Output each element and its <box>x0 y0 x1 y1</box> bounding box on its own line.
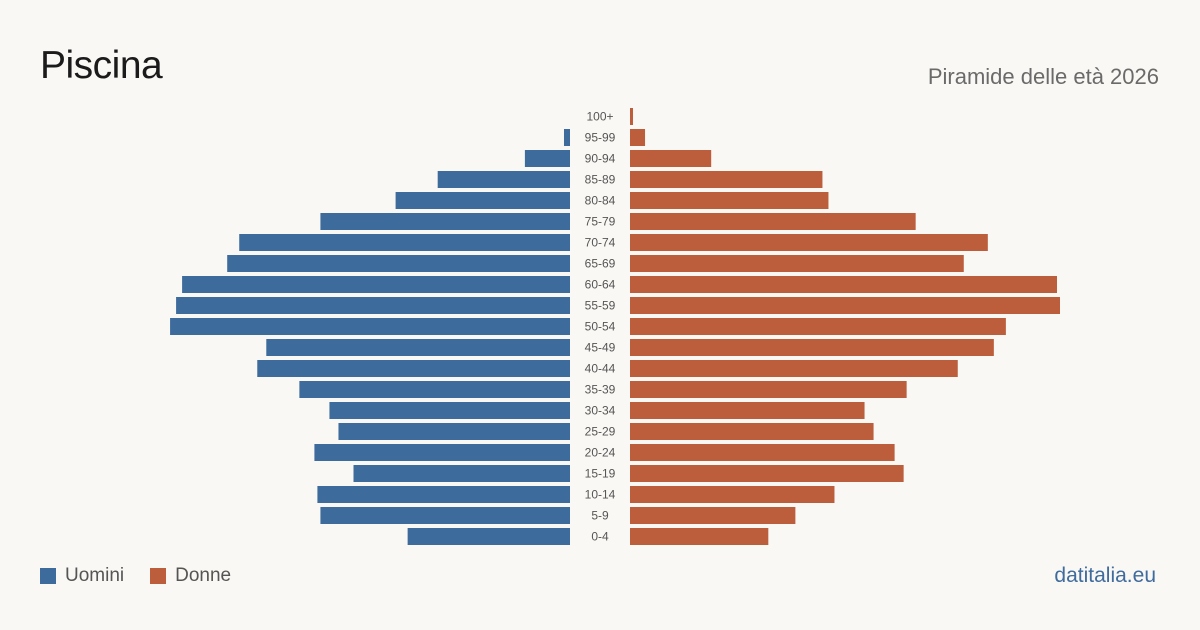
bar-men-40-44 <box>257 360 570 377</box>
age-label-50-54: 50-54 <box>585 320 616 334</box>
bar-women-5-9 <box>630 507 796 524</box>
bar-men-30-34 <box>329 402 570 419</box>
age-label-10-14: 10-14 <box>585 488 616 502</box>
bar-women-95-99 <box>630 129 646 146</box>
bar-women-25-29 <box>630 423 874 440</box>
age-label-15-19: 15-19 <box>585 467 616 481</box>
bar-women-10-14 <box>630 486 835 503</box>
age-labels-group: 100+ 95-99 90-94 85-89 80-84 75-79 70-74 65-69 6… <box>585 110 616 544</box>
age-label-0-4: 0-4 <box>591 530 609 544</box>
legend-item-men: Uomini <box>40 565 124 587</box>
bar-women-30-34 <box>630 402 865 419</box>
bar-women-55-59 <box>630 297 1060 314</box>
age-label-25-29: 25-29 <box>585 425 616 439</box>
bar-women-100+ <box>630 108 634 125</box>
legend-swatch-women <box>150 568 167 584</box>
legend-label-women: Donne <box>175 565 232 586</box>
bar-men-60-64 <box>182 276 570 293</box>
bar-women-80-84 <box>630 192 829 209</box>
age-label-100+: 100+ <box>586 110 613 124</box>
bar-women-50-54 <box>630 318 1006 335</box>
bar-women-40-44 <box>630 360 958 377</box>
bar-women-75-79 <box>630 213 916 230</box>
bar-men-85-89 <box>437 171 570 188</box>
bar-women-0-4 <box>630 528 769 545</box>
age-label-40-44: 40-44 <box>585 362 616 376</box>
bar-women-70-74 <box>630 234 988 251</box>
age-label-60-64: 60-64 <box>585 278 616 292</box>
bar-men-95-99 <box>563 129 570 146</box>
age-label-90-94: 90-94 <box>585 152 616 166</box>
age-label-5-9: 5-9 <box>591 509 609 523</box>
bar-men-50-54 <box>170 318 570 335</box>
men-bars-group <box>170 129 570 545</box>
bar-men-15-19 <box>353 465 570 482</box>
bar-women-90-94 <box>630 150 712 167</box>
bar-women-45-49 <box>630 339 994 356</box>
legend-item-women: Donne <box>150 565 231 587</box>
age-label-45-49: 45-49 <box>585 341 616 355</box>
bar-women-15-19 <box>630 465 904 482</box>
age-label-55-59: 55-59 <box>585 299 616 313</box>
bar-men-0-4 <box>407 528 570 545</box>
bar-women-20-24 <box>630 444 895 461</box>
source-link[interactable]: datitalia.eu <box>1054 564 1156 587</box>
bar-men-80-84 <box>395 192 570 209</box>
chart-legend: Uomini Donne <box>40 565 257 587</box>
age-label-95-99: 95-99 <box>585 131 616 145</box>
age-label-75-79: 75-79 <box>585 215 616 229</box>
bar-men-10-14 <box>317 486 570 503</box>
age-label-80-84: 80-84 <box>585 194 616 208</box>
bar-men-65-69 <box>227 255 570 272</box>
bar-men-25-29 <box>338 423 570 440</box>
bar-men-75-79 <box>320 213 570 230</box>
bar-men-45-49 <box>266 339 570 356</box>
chart-subtitle: Piramide delle età 2026 <box>927 64 1159 89</box>
women-bars-group <box>630 108 1060 545</box>
age-label-65-69: 65-69 <box>585 257 616 271</box>
age-label-20-24: 20-24 <box>585 446 616 460</box>
legend-swatch-men <box>40 568 56 584</box>
bar-men-20-24 <box>314 444 570 461</box>
bar-women-85-89 <box>630 171 823 188</box>
age-label-30-34: 30-34 <box>585 404 616 418</box>
page-title: Piscina <box>40 44 163 87</box>
bar-women-65-69 <box>630 255 964 272</box>
bar-women-60-64 <box>630 276 1057 293</box>
age-label-70-74: 70-74 <box>585 236 616 250</box>
bar-men-55-59 <box>176 297 570 314</box>
bar-men-90-94 <box>524 150 570 167</box>
age-label-85-89: 85-89 <box>585 173 616 187</box>
bar-men-35-39 <box>299 381 570 398</box>
bar-men-70-74 <box>239 234 570 251</box>
bar-men-5-9 <box>320 507 570 524</box>
age-label-35-39: 35-39 <box>585 383 616 397</box>
bar-women-35-39 <box>630 381 907 398</box>
legend-label-men: Uomini <box>65 565 125 586</box>
